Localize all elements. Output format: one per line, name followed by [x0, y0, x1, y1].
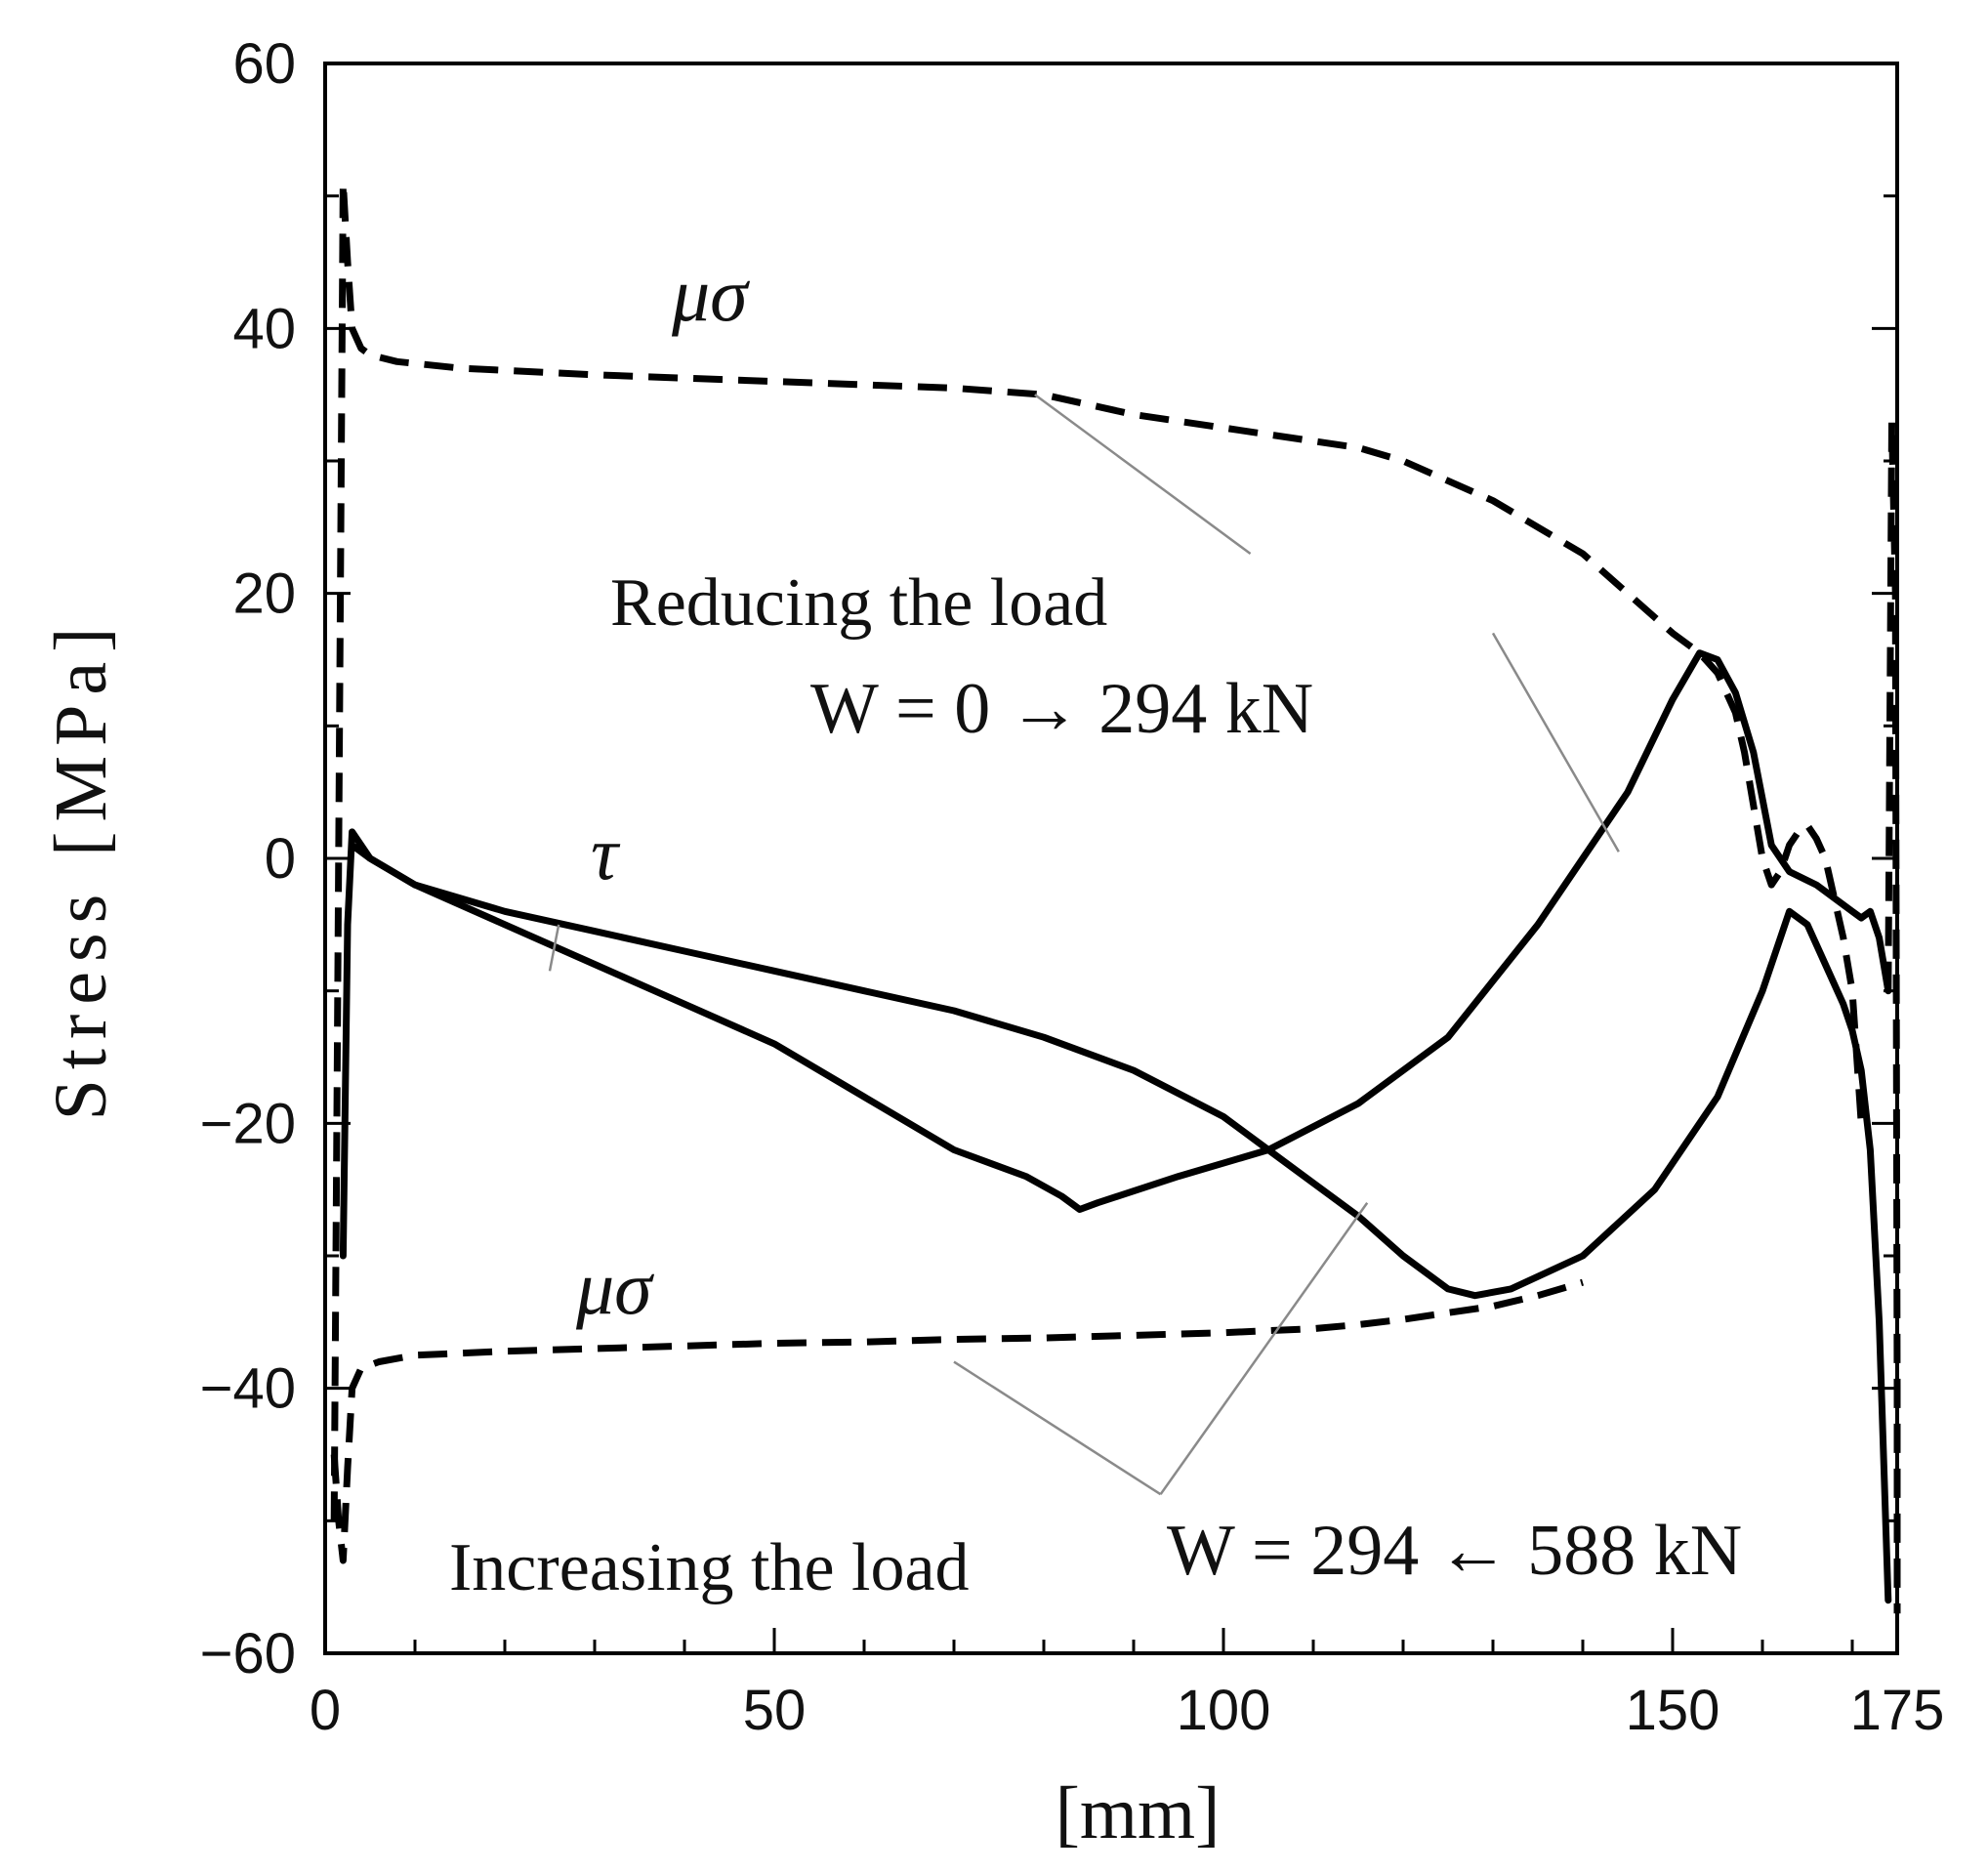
y-tick-label: 60 — [232, 32, 296, 96]
plot-frame — [323, 62, 1899, 1655]
leader-reducing-to-mu-sigma — [1034, 394, 1252, 555]
x-tick-label: 150 — [1626, 1679, 1720, 1742]
series-line-tau-reducing — [339, 649, 1892, 1260]
leader-increasing-to-mu-sigma — [953, 1360, 1162, 1496]
x-tick-label: 175 — [1850, 1679, 1945, 1742]
series-line-mu-sigma-upper — [330, 179, 1865, 1521]
axis-tick-labels: 0 50 100 150 175 60 40 20 0 −20 −40 −60 — [200, 32, 1945, 1742]
x-axis-title: [mm] — [1056, 1772, 1221, 1854]
y-tick-label: 20 — [232, 562, 296, 626]
leader-tau-label — [548, 924, 560, 972]
mu-sigma-top-label: μσ — [671, 252, 750, 337]
plot-border — [323, 62, 1899, 1655]
mu-sigma-bottom-label: μσ — [575, 1245, 654, 1330]
leader-lines — [548, 394, 1620, 1496]
y-tick-label: −40 — [200, 1357, 296, 1421]
tau-label: τ — [591, 811, 621, 895]
y-tick-label: 0 — [265, 827, 296, 891]
x-tick-label: 50 — [743, 1679, 807, 1742]
axis-ticks — [323, 62, 1899, 1655]
series-layer — [330, 179, 1901, 1614]
x-tick-label: 0 — [310, 1679, 341, 1742]
leader-reducing-to-tau — [1491, 632, 1620, 853]
series-line-right-edge-spike — [1884, 417, 1901, 1614]
reducing-load-formula: W = 0 → 294 kN — [810, 669, 1313, 749]
increasing-load-label: Increasing the load — [449, 1530, 970, 1605]
y-tick-label: −60 — [200, 1622, 296, 1686]
x-tick-label: 100 — [1177, 1679, 1271, 1742]
leader-increasing-to-tau — [1159, 1202, 1369, 1495]
series-line-mu-sigma-lower — [330, 1278, 1584, 1564]
y-axis-title: Stress [MPa] — [40, 618, 122, 1121]
series-line-tau-increasing — [349, 841, 1892, 1604]
reducing-load-label: Reducing the load — [610, 565, 1107, 641]
increasing-load-formula: W = 294 ← 588 kN — [1167, 1511, 1742, 1591]
y-tick-label: 40 — [232, 297, 296, 360]
y-tick-label: −20 — [200, 1092, 296, 1155]
